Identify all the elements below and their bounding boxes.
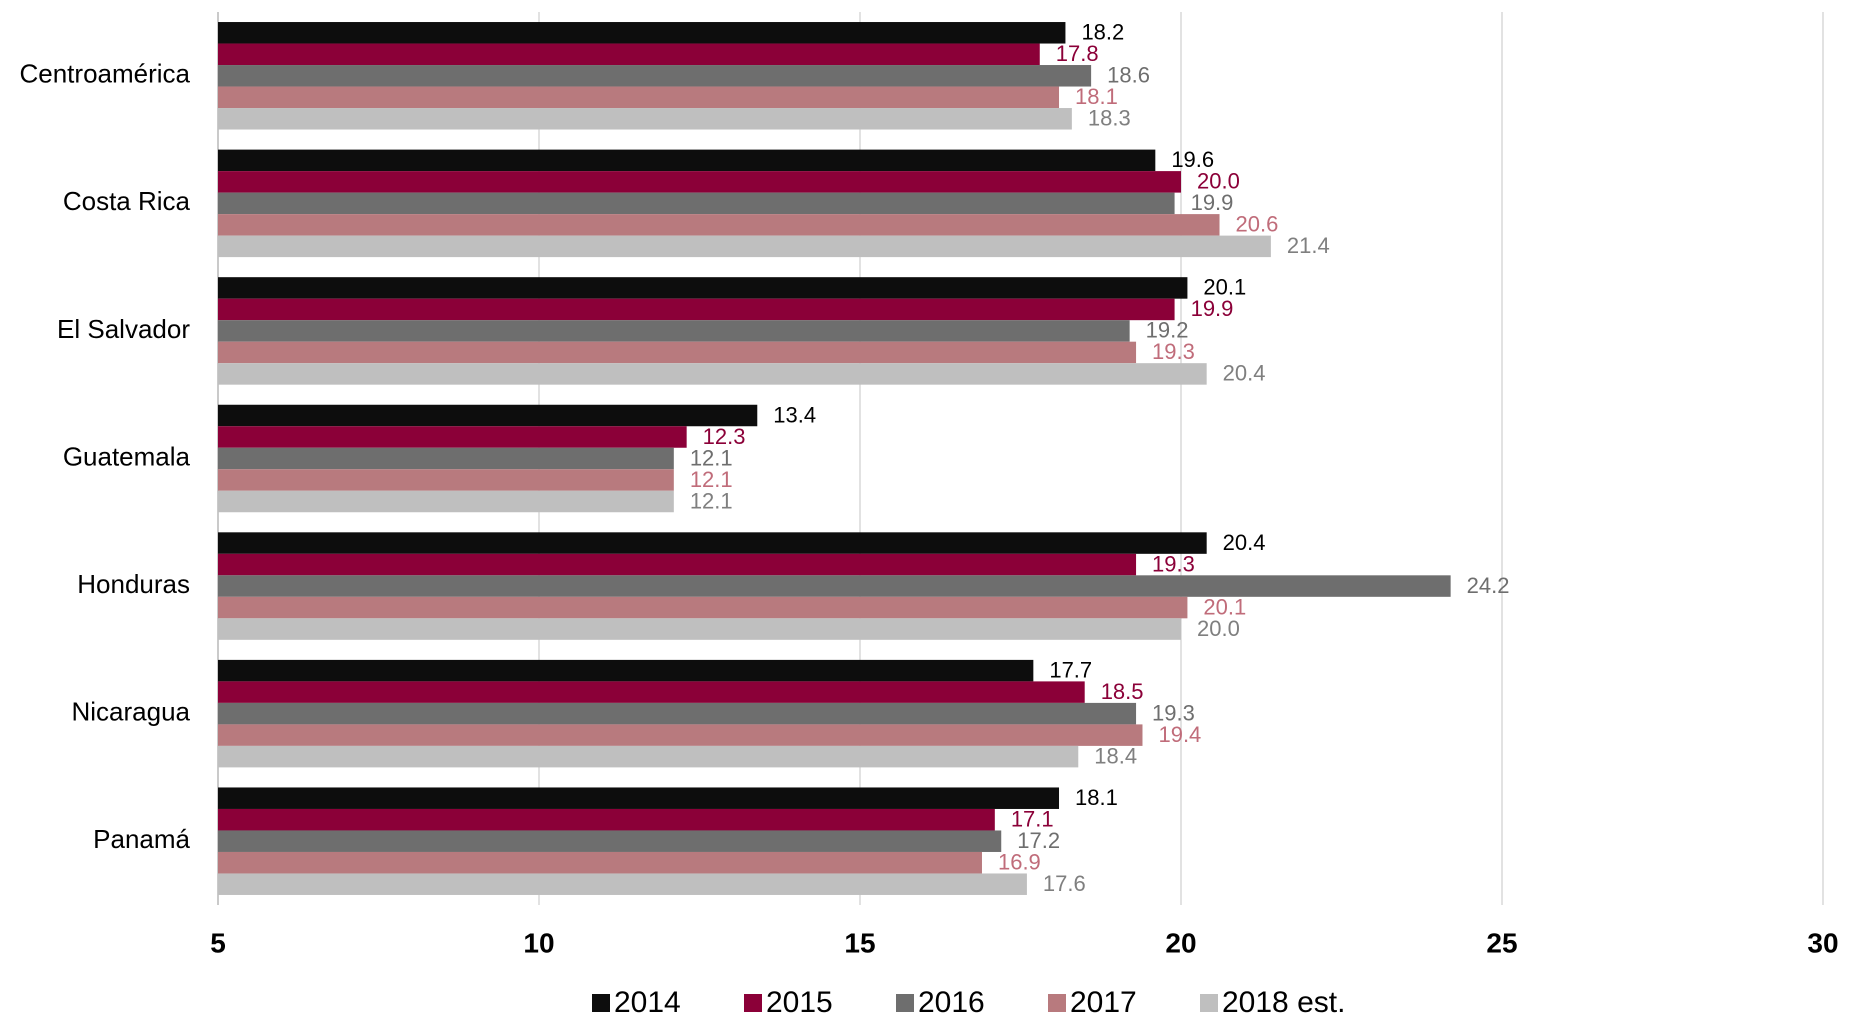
value-label: 20.4 — [1223, 530, 1266, 555]
bar — [218, 618, 1181, 640]
bar — [218, 235, 1271, 258]
bar — [218, 659, 1034, 682]
legend-swatch — [1200, 994, 1218, 1012]
x-tick-label: 5 — [210, 927, 226, 958]
y-tick-label: El Salvador — [57, 314, 190, 344]
value-label: 20.0 — [1197, 616, 1240, 641]
value-label: 17.2 — [1017, 828, 1060, 853]
y-tick-label: Nicaragua — [71, 697, 190, 727]
value-label: 20.0 — [1197, 169, 1240, 194]
value-label: 19.6 — [1171, 147, 1214, 172]
value-label: 21.4 — [1287, 233, 1330, 258]
value-label: 24.2 — [1467, 573, 1510, 598]
legend-label: 2018 est. — [1222, 986, 1345, 1019]
value-label: 20.1 — [1203, 275, 1246, 300]
bar — [218, 214, 1220, 236]
legend-label: 2015 — [766, 986, 833, 1019]
value-label: 17.6 — [1043, 871, 1086, 896]
value-label: 18.3 — [1088, 106, 1131, 131]
value-label: 17.7 — [1049, 657, 1092, 682]
bar — [218, 192, 1175, 215]
value-label: 13.4 — [773, 402, 816, 427]
bar — [218, 86, 1060, 109]
bar — [218, 787, 1060, 809]
y-tick-label: Centroamérica — [19, 59, 190, 89]
value-label: 20.1 — [1203, 594, 1246, 619]
x-tick-label: 25 — [1486, 927, 1517, 958]
value-label: 20.4 — [1223, 361, 1266, 386]
bar — [218, 277, 1188, 299]
value-label: 17.1 — [1011, 807, 1054, 832]
bar — [218, 108, 1072, 130]
bar — [218, 43, 1040, 66]
legend-swatch — [592, 994, 610, 1012]
legend-label: 2014 — [614, 986, 681, 1019]
bar — [218, 22, 1066, 44]
bar — [218, 490, 674, 513]
value-label: 18.6 — [1107, 63, 1150, 88]
value-label: 19.3 — [1152, 551, 1195, 576]
bar — [218, 808, 995, 831]
value-label: 19.9 — [1191, 190, 1234, 215]
y-tick-label: Honduras — [77, 569, 190, 599]
value-label: 17.8 — [1056, 41, 1099, 66]
bar — [218, 298, 1175, 321]
value-label: 20.6 — [1236, 212, 1279, 237]
value-label: 19.4 — [1158, 722, 1201, 747]
value-label: 12.3 — [703, 424, 746, 449]
bar — [218, 320, 1130, 342]
bar — [218, 575, 1451, 597]
bar — [218, 532, 1207, 554]
bar — [218, 873, 1027, 895]
x-tick-label: 15 — [844, 927, 875, 958]
bar — [218, 447, 674, 470]
x-tick-label: 10 — [523, 927, 554, 958]
value-label: 18.1 — [1075, 785, 1118, 810]
bar — [218, 149, 1156, 172]
bar — [218, 65, 1092, 87]
value-label: 18.1 — [1075, 84, 1118, 109]
bar — [218, 724, 1143, 746]
bar — [218, 553, 1137, 576]
legend-label: 2017 — [1070, 986, 1137, 1019]
y-tick-label: Costa Rica — [63, 186, 191, 216]
value-label: 18.4 — [1094, 743, 1137, 768]
value-label: 19.3 — [1152, 700, 1195, 725]
value-label: 18.2 — [1081, 20, 1124, 45]
bar — [218, 851, 982, 874]
value-label: 12.1 — [690, 488, 733, 513]
bar — [218, 363, 1207, 385]
bar — [218, 596, 1188, 619]
value-label: 12.1 — [690, 445, 733, 470]
y-tick-label: Panamá — [93, 824, 190, 854]
value-label: 19.9 — [1191, 296, 1234, 321]
bar — [218, 702, 1137, 725]
value-label: 18.5 — [1101, 679, 1144, 704]
legend-label: 2016 — [918, 986, 985, 1019]
bar — [218, 469, 674, 491]
value-label: 19.3 — [1152, 339, 1195, 364]
legend-swatch — [744, 994, 762, 1012]
legend-swatch — [896, 994, 914, 1012]
x-tick-label: 20 — [1165, 927, 1196, 958]
bar — [218, 404, 758, 427]
value-label: 12.1 — [690, 467, 733, 492]
x-tick-label: 30 — [1807, 927, 1838, 958]
legend-swatch — [1048, 994, 1066, 1012]
bar — [218, 830, 1002, 852]
value-label: 19.2 — [1146, 318, 1189, 343]
bar — [218, 681, 1085, 703]
bar — [218, 341, 1137, 364]
value-label: 16.9 — [998, 850, 1041, 875]
bar — [218, 745, 1079, 768]
y-tick-label: Guatemala — [63, 441, 191, 471]
bar — [218, 426, 687, 448]
bar — [218, 171, 1181, 193]
